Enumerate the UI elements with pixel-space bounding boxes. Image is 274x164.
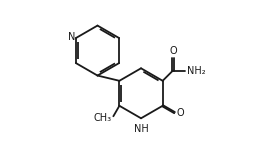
Text: CH₃: CH₃: [93, 113, 112, 123]
Text: O: O: [176, 108, 184, 118]
Text: O: O: [170, 46, 178, 56]
Text: NH: NH: [134, 124, 149, 134]
Text: NH₂: NH₂: [187, 66, 206, 76]
Text: N: N: [68, 32, 76, 42]
